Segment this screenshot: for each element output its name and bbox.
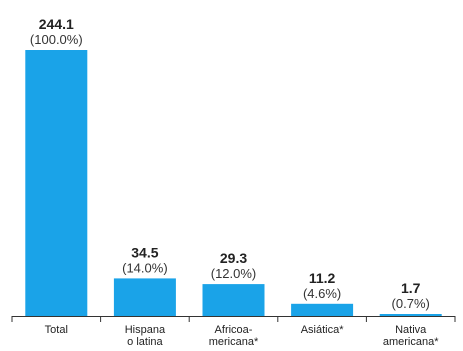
bar-4 (379, 314, 442, 316)
category-label-2: Africoa-mericana* (209, 324, 259, 348)
percent-label-0: (100.0%) (30, 32, 83, 47)
value-label-3: 11.2 (309, 270, 336, 286)
value-label-1: 34.5 (131, 244, 158, 260)
percent-label-1: (14.0%) (122, 260, 168, 275)
percent-label-3: (4.6%) (303, 286, 341, 301)
category-label-1: Hispana o latina (125, 324, 166, 348)
bar-2 (202, 284, 265, 316)
labels-layer: 244.1(100.0%)34.5(14.0%)29.3(12.0%) 11.2(… (30, 16, 430, 311)
x-axis-ticks (11, 316, 456, 322)
bar-3 (291, 303, 354, 316)
value-label-0: 244.1 (39, 16, 74, 32)
bars-layer (25, 50, 442, 316)
category-label-3: Asiática* (301, 324, 345, 336)
category-label-4: Nativa americana* (383, 324, 439, 348)
category-labels: Total Hispana o latina Africoa-mericana* Asi… (45, 324, 440, 348)
category-label-0: Total (45, 324, 68, 336)
value-label-2: 29.3 (220, 250, 247, 266)
percent-label-2: (12.0%) (211, 266, 257, 281)
percent-label-4: (0.7%) (392, 296, 430, 311)
bar-0 (25, 50, 88, 316)
bar-1 (113, 278, 176, 316)
value-label-4: 1.7 (401, 280, 421, 296)
